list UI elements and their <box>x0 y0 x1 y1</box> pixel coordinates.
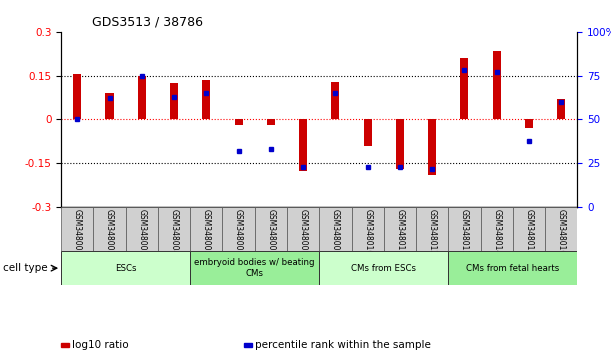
Text: GSM348014: GSM348014 <box>492 209 501 256</box>
Bar <box>267 120 275 125</box>
Bar <box>525 120 533 128</box>
Text: GSM348006: GSM348006 <box>234 209 243 256</box>
Text: GSM348013: GSM348013 <box>460 209 469 256</box>
Text: GSM348004: GSM348004 <box>169 209 178 256</box>
Bar <box>235 120 243 125</box>
Text: GSM348003: GSM348003 <box>137 209 146 256</box>
Bar <box>351 207 384 251</box>
Bar <box>255 207 287 251</box>
Bar <box>137 76 146 120</box>
Text: GSM348010: GSM348010 <box>363 209 372 256</box>
Bar <box>545 207 577 251</box>
Text: log10 ratio: log10 ratio <box>72 340 129 350</box>
Bar <box>158 207 190 251</box>
Text: GSM348016: GSM348016 <box>557 209 566 256</box>
Text: CMs from fetal hearts: CMs from fetal hearts <box>466 264 560 273</box>
Bar <box>364 120 371 146</box>
Bar <box>448 207 481 251</box>
Bar <box>61 207 93 251</box>
Bar <box>448 251 577 285</box>
Bar <box>299 120 307 171</box>
Text: GSM348007: GSM348007 <box>266 209 276 256</box>
Text: percentile rank within the sample: percentile rank within the sample <box>255 340 431 350</box>
Text: GDS3513 / 38786: GDS3513 / 38786 <box>92 15 203 28</box>
Bar <box>481 207 513 251</box>
Bar <box>222 207 255 251</box>
Text: GSM348011: GSM348011 <box>395 209 404 256</box>
Bar <box>61 251 190 285</box>
Bar <box>126 207 158 251</box>
Text: GSM348002: GSM348002 <box>105 209 114 256</box>
Text: GSM348009: GSM348009 <box>331 209 340 256</box>
Bar <box>106 93 114 120</box>
Bar <box>319 207 351 251</box>
Text: ESCs: ESCs <box>115 264 136 273</box>
Bar <box>428 120 436 175</box>
Text: CMs from ESCs: CMs from ESCs <box>351 264 416 273</box>
Bar <box>93 207 126 251</box>
Text: embryoid bodies w/ beating
CMs: embryoid bodies w/ beating CMs <box>194 258 315 278</box>
Bar <box>73 74 81 120</box>
Bar <box>396 120 404 169</box>
Bar <box>384 207 416 251</box>
Bar <box>513 207 545 251</box>
Bar <box>416 207 448 251</box>
Bar <box>331 81 340 120</box>
Bar <box>170 83 178 120</box>
Bar <box>492 51 501 120</box>
Bar <box>190 207 222 251</box>
Bar <box>202 80 210 120</box>
Bar <box>190 251 319 285</box>
Bar <box>319 251 448 285</box>
Text: GSM348005: GSM348005 <box>202 209 211 256</box>
Text: GSM348001: GSM348001 <box>73 209 82 256</box>
Text: cell type: cell type <box>3 263 48 273</box>
Bar <box>461 58 469 120</box>
Text: GSM348008: GSM348008 <box>299 209 307 256</box>
Text: GSM348015: GSM348015 <box>524 209 533 256</box>
Text: GSM348012: GSM348012 <box>428 209 437 256</box>
Bar <box>557 99 565 120</box>
Bar <box>287 207 319 251</box>
